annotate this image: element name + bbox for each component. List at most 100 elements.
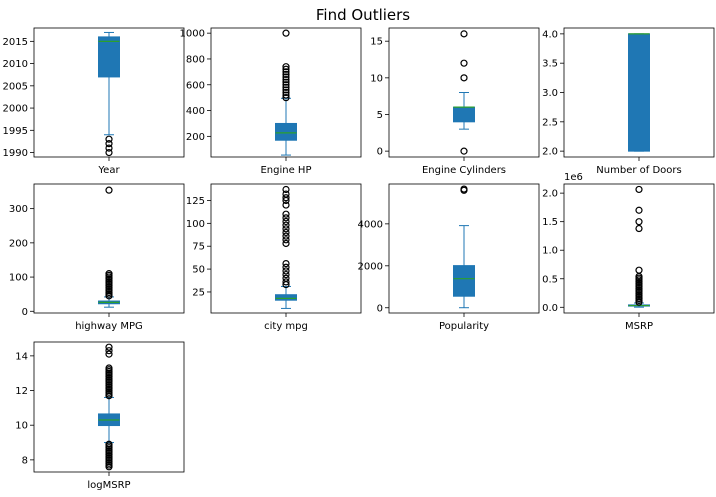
y-tick-label: 0.0 (542, 303, 558, 314)
outlier-point (282, 88, 290, 97)
y-tick-label: 200 (186, 132, 205, 143)
outlier-point (282, 94, 290, 102)
outlier-point (105, 135, 113, 143)
outlier-point (282, 236, 290, 244)
outlier-point (460, 59, 468, 67)
outlier-point (282, 86, 290, 94)
y-tick-label: 2000 (3, 104, 28, 115)
outlier-point (282, 210, 290, 218)
x-axis-label: logMSRP (87, 480, 130, 491)
x-axis-label: highway MPG (75, 321, 143, 332)
y-tick-label: 4.0 (542, 29, 558, 40)
outlier-point (105, 186, 113, 194)
iqr-box (275, 122, 297, 141)
y-tick-label: 2015 (3, 37, 28, 48)
y-tick-label: 0 (22, 307, 28, 318)
outlier-point (635, 206, 643, 214)
subplot-1: 1990 1995 2000 2005 2010 2015 Year (3, 27, 185, 176)
outlier-point (282, 232, 290, 240)
y-tick-label: 1995 (3, 126, 28, 137)
outlier-point (282, 270, 290, 279)
outlier-point (635, 266, 643, 274)
iqr-box (275, 294, 297, 301)
y-tick-label: 10 (370, 73, 383, 84)
outlier-point (282, 225, 290, 233)
figure-title: Find Outliers (316, 6, 410, 24)
x-axis-label: Engine HP (260, 165, 311, 176)
x-axis-label: Engine Cylinders (422, 165, 506, 176)
x-axis-label: Popularity (439, 321, 489, 332)
outlier-point (282, 91, 290, 99)
y-tick-label: 400 (186, 106, 205, 117)
y-tick-label: 1990 (3, 148, 28, 159)
y-tick-label: 12 (15, 386, 28, 397)
y-tick-label: 100 (186, 219, 205, 230)
y-tick-label: 3.0 (542, 88, 558, 99)
y-tick-label: 4000 (358, 219, 383, 230)
y-tick-label: 2.0 (542, 147, 558, 158)
y-tick-label: 2010 (3, 59, 28, 70)
outlier-point (282, 185, 290, 194)
outlier-point (282, 274, 290, 282)
y-tick-label: 1000 (180, 29, 205, 40)
outlier-point (282, 190, 290, 198)
outlier-point (282, 217, 290, 226)
y-tick-label: 10 (15, 421, 28, 432)
outlier-point (105, 140, 113, 148)
y-tick-label: 2.5 (542, 117, 558, 128)
outlier-point (282, 75, 290, 84)
outlier-point (282, 81, 290, 89)
y-tick-label: 15 (370, 37, 383, 48)
x-axis-label: Number of Doors (596, 165, 681, 176)
outlier-point (282, 68, 290, 76)
outlier-point (282, 70, 290, 79)
outlier-point (105, 343, 113, 351)
outlier-point (282, 201, 290, 209)
subplot-2: 200 400 600 800 1000 Engine HP (180, 27, 362, 176)
subplot-3: 0 5 10 15 Engine Cylinders (370, 27, 540, 176)
iqr-box (453, 106, 475, 123)
subplot-8: 0.0 0.5 1.0 1.5 2.0 1e6 MSRP (542, 172, 715, 332)
y-tick-label: 0 (377, 147, 383, 158)
y-tick-label: 300 (9, 204, 28, 215)
y-tick-label: 600 (186, 80, 205, 91)
y-tick-label: 75 (192, 242, 205, 253)
y-tick-label: 2.0 (542, 189, 558, 200)
iqr-box (628, 33, 650, 152)
outlier-point (282, 267, 290, 275)
axis-scale-label: 1e6 (564, 172, 583, 183)
x-axis-label: MSRP (625, 321, 653, 332)
outlier-point (282, 214, 290, 222)
outlier-point (105, 270, 113, 278)
outlier-point (105, 144, 113, 152)
outlier-point (282, 78, 290, 86)
outlier-point (105, 350, 113, 358)
y-tick-label: 5 (377, 110, 383, 121)
subplot-7: 0 2000 4000 Popularity (358, 183, 540, 332)
outlier-point (635, 218, 643, 226)
outlier-point (282, 194, 290, 202)
x-axis-label: city mpg (264, 321, 308, 332)
y-tick-label: 0.5 (542, 274, 558, 285)
outlier-point (282, 263, 290, 271)
outlier-point (282, 83, 290, 91)
outlier-point (635, 185, 643, 194)
y-tick-label: 14 (15, 351, 28, 362)
outlier-point (282, 73, 290, 81)
outlier-point (282, 29, 290, 37)
y-tick-label: 25 (192, 287, 205, 298)
y-tick-label: 50 (192, 265, 205, 276)
iqr-box (453, 265, 475, 297)
y-tick-label: 1.0 (542, 246, 558, 257)
y-tick-label: 800 (186, 54, 205, 65)
y-tick-label: 2005 (3, 81, 28, 92)
y-tick-label: 2000 (358, 261, 383, 272)
outlier-point (105, 148, 113, 157)
y-tick-label: 1.5 (542, 217, 558, 228)
outlier-point (460, 30, 468, 38)
y-tick-label: 200 (9, 238, 28, 249)
subplot-5: 0 100 200 300 highway MPG (9, 183, 185, 332)
outlier-point (460, 185, 468, 193)
outlier-point (282, 259, 290, 268)
